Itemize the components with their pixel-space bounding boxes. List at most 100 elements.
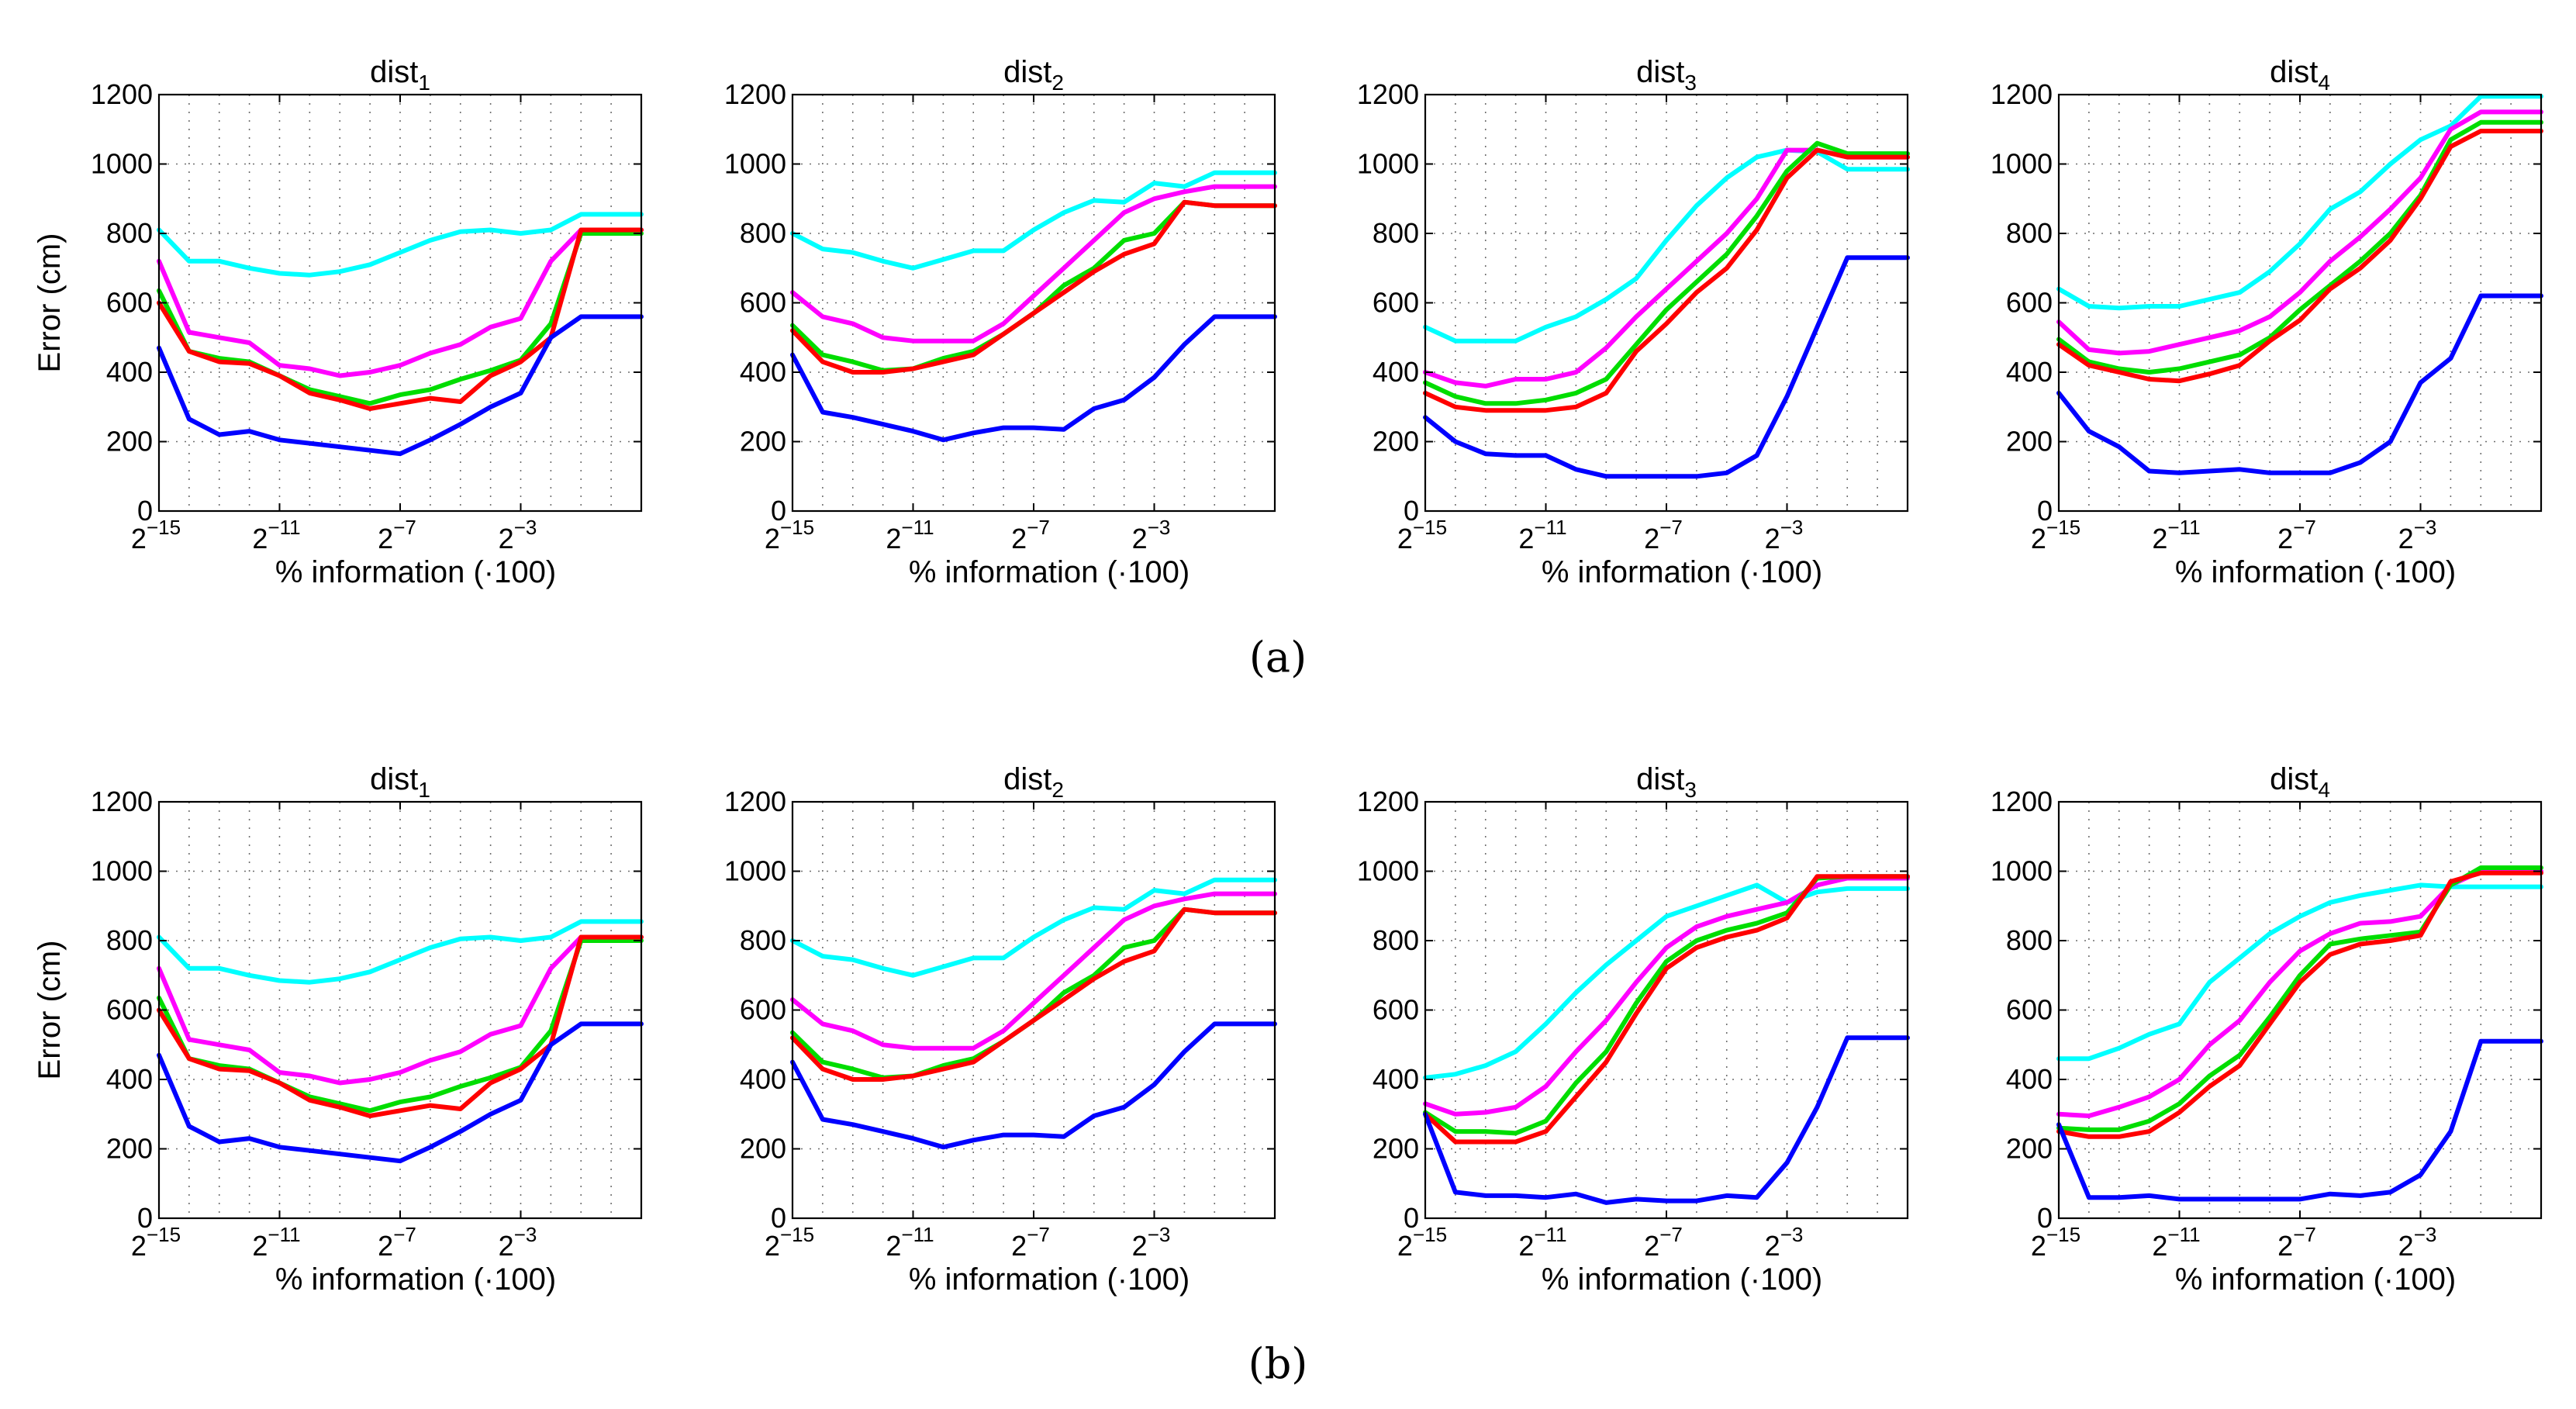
y-tick-label: 1000 <box>91 148 153 180</box>
x-tick-exponent: −3 <box>1148 516 1171 539</box>
chart-title-subscript: 2 <box>1051 778 1064 802</box>
y-tick-label: 800 <box>2006 217 2053 249</box>
x-tick-base: 2 <box>765 1230 780 1262</box>
y-tick-label: 0 <box>2037 1202 2053 1234</box>
x-tick-base: 2 <box>2152 523 2167 554</box>
chart-title-subscript: 1 <box>418 778 430 802</box>
chart-title-main: dist <box>370 55 418 89</box>
x-tick-exponent: −15 <box>2046 516 2080 539</box>
x-tick-exponent: −11 <box>268 1223 300 1246</box>
y-tick-label: 600 <box>106 287 153 319</box>
y-tick-label: 1000 <box>1991 855 2053 887</box>
x-axis-label: % information (·100) <box>2175 555 2456 589</box>
x-tick-base: 2 <box>1765 1230 1780 1262</box>
chart-title: dist2 <box>1003 762 1064 802</box>
chart-title-subscript: 3 <box>1684 71 1697 95</box>
chart-title-main: dist <box>1636 762 1684 796</box>
y-tick-label: 800 <box>1373 217 1419 249</box>
x-tick-label: 2−11 <box>886 1223 934 1262</box>
series-line-cyan <box>2056 882 2543 1062</box>
chart-title-subscript: 3 <box>1684 778 1697 802</box>
y-tick-label: 1000 <box>1991 148 2053 180</box>
x-tick-label: 2−11 <box>886 516 934 554</box>
x-tick-exponent: −3 <box>1148 1223 1171 1246</box>
x-tick-label: 2−7 <box>1644 516 1683 554</box>
x-tick-label: 2−15 <box>765 1223 814 1262</box>
series-line-cyan <box>1423 882 1910 1080</box>
x-tick-exponent: −3 <box>2414 1223 2437 1246</box>
x-axis-label: % information (·100) <box>909 555 1190 589</box>
y-tick-label: 600 <box>1373 287 1419 319</box>
x-tick-exponent: −7 <box>1027 516 1050 539</box>
series-line-blue <box>1423 1035 1910 1205</box>
x-tick-base: 2 <box>886 523 901 554</box>
x-tick-exponent: −15 <box>147 1223 181 1246</box>
x-tick-base: 2 <box>378 1230 393 1262</box>
y-tick-label: 600 <box>106 994 153 1026</box>
y-tick-label: 0 <box>1404 1202 1419 1234</box>
x-tick-base: 2 <box>1397 523 1413 554</box>
x-tick-exponent: −3 <box>1780 516 1804 539</box>
x-tick-base: 2 <box>499 1230 514 1262</box>
x-tick-exponent: −15 <box>1413 516 1447 539</box>
x-tick-exponent: −3 <box>514 1223 537 1246</box>
series-line-cyan <box>1423 147 1910 344</box>
x-tick-base: 2 <box>252 523 268 554</box>
x-tick-exponent: −11 <box>2167 516 2200 539</box>
y-tick-label: 600 <box>2006 287 2053 319</box>
y-tick-label: 600 <box>740 287 786 319</box>
y-tick-label: 400 <box>2006 356 2053 388</box>
series-line-cyan <box>157 212 644 278</box>
x-tick-base: 2 <box>2031 523 2046 554</box>
x-tick-label: 2−15 <box>765 516 814 554</box>
x-tick-base: 2 <box>1765 523 1780 554</box>
x-tick-base: 2 <box>378 523 393 554</box>
series-line-magenta <box>790 891 1277 1051</box>
x-tick-label: 2−7 <box>378 516 416 554</box>
series-line-cyan <box>2056 94 2543 311</box>
series-line-blue <box>157 1021 644 1164</box>
series-line-red <box>157 227 644 411</box>
series-line-red <box>790 907 1277 1082</box>
x-axis-label: % information (·100) <box>909 1262 1190 1297</box>
series-line-cyan <box>790 170 1277 271</box>
chart-title-main: dist <box>2270 55 2318 89</box>
y-tick-label: 200 <box>1373 1133 1419 1165</box>
x-tick-base: 2 <box>2398 1230 2414 1262</box>
y-tick-label: 600 <box>1373 994 1419 1026</box>
x-tick-label: 2−7 <box>2277 1223 2316 1262</box>
x-tick-exponent: −7 <box>1659 516 1683 539</box>
y-tick-label: 200 <box>2006 426 2053 458</box>
chart-title-subscript: 4 <box>2318 71 2330 95</box>
x-tick-exponent: −15 <box>147 516 181 539</box>
series-line-blue <box>790 314 1277 443</box>
y-tick-label: 1200 <box>1357 786 1419 817</box>
y-tick-label: 1000 <box>724 855 786 887</box>
y-axis-label: Error (cm) <box>33 941 67 1080</box>
y-tick-label: 800 <box>106 924 153 956</box>
chart-title: dist2 <box>1003 55 1064 95</box>
x-tick-base: 2 <box>1011 1230 1027 1262</box>
x-tick-label: 2−15 <box>2031 1223 2080 1262</box>
x-tick-label: 2−15 <box>131 1223 181 1262</box>
x-tick-base: 2 <box>1644 523 1659 554</box>
x-tick-base: 2 <box>765 523 780 554</box>
series-line-cyan <box>157 919 644 985</box>
x-tick-base: 2 <box>499 523 514 554</box>
x-tick-exponent: −11 <box>901 1223 934 1246</box>
caption-b: (b) <box>1248 1339 1308 1388</box>
series-line-blue <box>157 314 644 457</box>
x-tick-label: 2−15 <box>1397 516 1447 554</box>
y-tick-label: 1200 <box>724 78 786 110</box>
x-tick-base: 2 <box>2152 1230 2167 1262</box>
y-tick-label: 1200 <box>724 786 786 817</box>
x-axis-label: % information (·100) <box>275 1262 556 1297</box>
y-tick-label: 1000 <box>724 148 786 180</box>
